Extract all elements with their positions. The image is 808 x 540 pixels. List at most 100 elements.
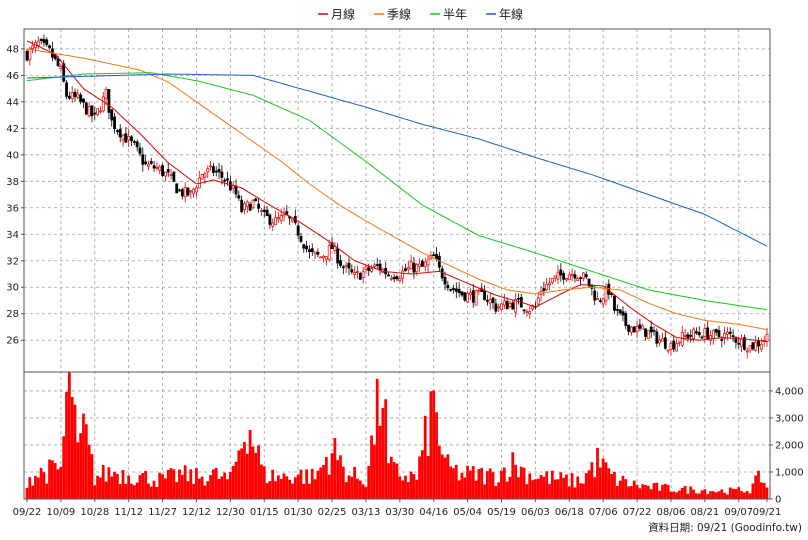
candle-body xyxy=(565,278,568,281)
candle-body xyxy=(124,133,128,143)
footer-source: 資料日期: 09/21 (Goodinfo.tw) xyxy=(648,521,802,534)
volume-bar xyxy=(466,465,469,499)
candle-body xyxy=(556,271,560,280)
candle-body xyxy=(757,339,760,347)
volume-bar xyxy=(28,477,32,499)
candle-body xyxy=(658,339,662,344)
candle-body xyxy=(638,324,642,329)
volume-bar xyxy=(313,479,317,499)
volume-bar xyxy=(726,494,729,499)
volume-bar xyxy=(344,482,348,499)
volume-bar xyxy=(525,484,529,499)
volume-bar xyxy=(517,477,520,499)
volume-bar xyxy=(36,477,40,499)
candle-body xyxy=(84,102,88,115)
candle-body xyxy=(522,309,526,312)
candle-body xyxy=(87,106,91,117)
candle-body xyxy=(341,266,345,269)
volume-bar xyxy=(152,480,156,499)
candle-body xyxy=(378,263,382,271)
ma-line-ma120 xyxy=(26,72,768,311)
volume-bar xyxy=(82,413,85,499)
candle-body xyxy=(248,204,252,211)
volume-bar xyxy=(556,479,560,499)
candle-body xyxy=(344,264,348,268)
candle-body xyxy=(576,278,580,281)
volume-bar xyxy=(364,486,368,499)
volume-bar xyxy=(333,437,337,499)
candle-body xyxy=(514,299,518,313)
volume-bar xyxy=(607,468,611,499)
candle-body xyxy=(214,170,218,173)
volume-bar xyxy=(195,468,198,499)
volume-bar xyxy=(226,479,229,499)
volume-bar xyxy=(237,450,241,499)
candle-body xyxy=(613,295,616,311)
volume-bar xyxy=(209,475,212,499)
candle-body xyxy=(127,135,131,141)
candle-body xyxy=(689,335,693,337)
volume-bar xyxy=(658,490,662,499)
candle-body xyxy=(178,189,181,192)
candle-body xyxy=(570,273,574,276)
date-tick-label: 02/25 xyxy=(318,507,347,518)
volume-bar xyxy=(409,471,413,499)
candle-body xyxy=(666,349,670,352)
volume-bar xyxy=(426,456,430,499)
volume-bar xyxy=(285,476,289,499)
volume-bar xyxy=(533,479,537,499)
volume-bar xyxy=(449,466,453,499)
price-tick-label: 40 xyxy=(6,150,19,161)
volume-tick-label: 3,000 xyxy=(775,413,804,424)
volume-bar xyxy=(197,478,201,499)
candle-body xyxy=(220,171,224,178)
volume-bar xyxy=(53,463,57,499)
date-tick-label: 04/16 xyxy=(419,507,448,518)
date-tick-label: 07/06 xyxy=(589,507,618,518)
candle-body xyxy=(257,203,261,209)
volume-bar xyxy=(432,390,436,499)
volume-bar xyxy=(757,470,760,499)
candle-body xyxy=(584,274,588,278)
candle-body xyxy=(330,242,334,250)
candle-body xyxy=(604,286,608,302)
volume-bar xyxy=(31,485,35,499)
candle-body xyxy=(593,290,597,301)
ma-line-ma240 xyxy=(26,73,768,247)
candle-body xyxy=(322,255,325,259)
candle-body xyxy=(96,108,100,115)
volume-bar xyxy=(180,474,184,499)
price-tick-label: 46 xyxy=(6,71,19,82)
candle-body xyxy=(316,251,320,255)
volume-bar xyxy=(454,464,458,499)
candle-body xyxy=(121,134,125,141)
candle-body xyxy=(663,337,667,349)
volume-bar xyxy=(550,470,554,499)
candle-body xyxy=(466,292,470,303)
volume-bar xyxy=(488,468,492,499)
candle-body xyxy=(759,343,763,350)
candle-body xyxy=(415,264,419,273)
candle-body xyxy=(579,277,582,279)
volume-bar xyxy=(683,485,687,499)
volume-bar xyxy=(576,476,580,499)
volume-bar xyxy=(406,481,410,499)
volume-bar xyxy=(39,467,43,499)
candle-body xyxy=(313,251,317,255)
candle-body xyxy=(228,181,232,191)
volume-bar xyxy=(429,391,433,499)
volume-tick-label: 1,000 xyxy=(775,467,804,478)
candle-body xyxy=(717,330,721,337)
candle-body xyxy=(183,186,187,197)
candle-body xyxy=(155,166,159,169)
volume-bar xyxy=(511,452,515,499)
date-tick-label: 06/18 xyxy=(555,507,584,518)
volume-bar xyxy=(502,467,506,499)
candle-body xyxy=(262,209,266,212)
volume-bar xyxy=(437,445,441,499)
volume-bar xyxy=(42,472,46,499)
candle-body xyxy=(485,300,489,302)
date-tick-label: 01/15 xyxy=(250,507,279,518)
candle-body xyxy=(477,289,481,292)
candle-body xyxy=(73,91,77,97)
